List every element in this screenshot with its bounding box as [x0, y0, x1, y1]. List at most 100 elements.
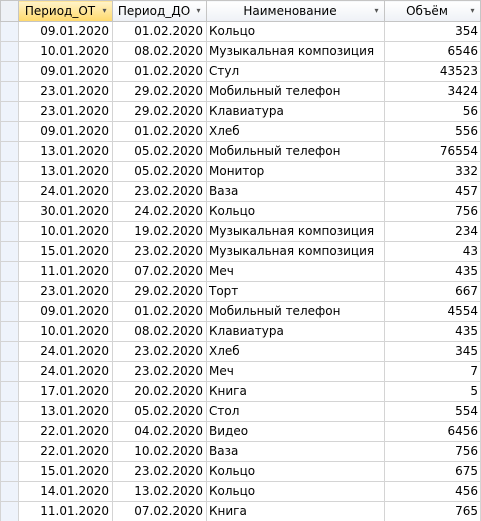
cell-period-to[interactable]: 29.02.2020 — [112, 281, 207, 302]
select-all-corner[interactable] — [0, 0, 19, 22]
cell-period-to[interactable]: 07.02.2020 — [112, 501, 207, 521]
cell-volume[interactable]: 667 — [384, 281, 481, 302]
cell-volume[interactable]: 7 — [384, 361, 481, 382]
table-row[interactable]: 22.01.2020 10.02.2020 Ваза 756 — [0, 441, 481, 462]
cell-volume[interactable]: 234 — [384, 221, 481, 242]
row-selector[interactable] — [0, 81, 19, 102]
table-row[interactable]: 15.01.2020 23.02.2020 Кольцо 675 — [0, 461, 481, 482]
row-selector[interactable] — [0, 361, 19, 382]
table-row[interactable]: 23.01.2020 29.02.2020 Клавиатура 56 — [0, 101, 481, 122]
table-row[interactable]: 09.01.2020 01.02.2020 Хлеб 556 — [0, 121, 481, 142]
cell-name[interactable]: Музыкальная композиция — [206, 221, 385, 242]
row-selector[interactable] — [0, 401, 19, 422]
table-row[interactable]: 23.01.2020 29.02.2020 Мобильный телефон 342… — [0, 81, 481, 102]
cell-period-to[interactable]: 05.02.2020 — [112, 401, 207, 422]
table-row[interactable]: 13.01.2020 05.02.2020 Стол 554 — [0, 401, 481, 422]
cell-period-to[interactable]: 29.02.2020 — [112, 101, 207, 122]
cell-period-from[interactable]: 23.01.2020 — [18, 281, 113, 302]
cell-volume[interactable]: 435 — [384, 321, 481, 342]
cell-name[interactable]: Книга — [206, 501, 385, 521]
cell-period-to[interactable]: 01.02.2020 — [112, 301, 207, 322]
cell-name[interactable]: Кольцо — [206, 481, 385, 502]
table-row[interactable]: 13.01.2020 05.02.2020 Мобильный телефон 765… — [0, 141, 481, 162]
cell-volume[interactable]: 675 — [384, 461, 481, 482]
row-selector[interactable] — [0, 461, 19, 482]
cell-volume[interactable]: 554 — [384, 401, 481, 422]
row-selector[interactable] — [0, 301, 19, 322]
cell-period-from[interactable]: 15.01.2020 — [18, 461, 113, 482]
cell-volume[interactable]: 345 — [384, 341, 481, 362]
cell-name[interactable]: Мобильный телефон — [206, 301, 385, 322]
cell-volume[interactable]: 756 — [384, 201, 481, 222]
table-row[interactable]: 24.01.2020 23.02.2020 Хлеб 345 — [0, 341, 481, 362]
cell-period-to[interactable]: 08.02.2020 — [112, 41, 207, 62]
cell-volume[interactable]: 3424 — [384, 81, 481, 102]
column-header-volume[interactable]: Объём ▾ — [384, 0, 481, 22]
table-row[interactable]: 09.01.2020 01.02.2020 Кольцо 354 — [0, 21, 481, 42]
cell-period-to[interactable]: 13.02.2020 — [112, 481, 207, 502]
cell-period-from[interactable]: 14.01.2020 — [18, 481, 113, 502]
row-selector[interactable] — [0, 221, 19, 242]
row-selector[interactable] — [0, 41, 19, 62]
cell-name[interactable]: Стул — [206, 61, 385, 82]
row-selector[interactable] — [0, 501, 19, 521]
row-selector[interactable] — [0, 101, 19, 122]
cell-period-to[interactable]: 05.02.2020 — [112, 141, 207, 162]
table-row[interactable]: 24.01.2020 23.02.2020 Меч 7 — [0, 361, 481, 382]
cell-volume[interactable]: 56 — [384, 101, 481, 122]
cell-name[interactable]: Ваза — [206, 441, 385, 462]
cell-name[interactable]: Ваза — [206, 181, 385, 202]
cell-name[interactable]: Мобильный телефон — [206, 81, 385, 102]
table-row[interactable]: 11.01.2020 07.02.2020 Книга 765 — [0, 501, 481, 521]
cell-period-to[interactable]: 10.02.2020 — [112, 441, 207, 462]
table-row[interactable]: 17.01.2020 20.02.2020 Книга 5 — [0, 381, 481, 402]
cell-period-to[interactable]: 04.02.2020 — [112, 421, 207, 442]
cell-name[interactable]: Клавиатура — [206, 321, 385, 342]
cell-period-from[interactable]: 10.01.2020 — [18, 41, 113, 62]
cell-period-to[interactable]: 19.02.2020 — [112, 221, 207, 242]
cell-period-from[interactable]: 30.01.2020 — [18, 201, 113, 222]
cell-volume[interactable]: 5 — [384, 381, 481, 402]
cell-period-to[interactable]: 08.02.2020 — [112, 321, 207, 342]
filter-dropdown-icon[interactable]: ▾ — [374, 6, 379, 15]
table-row[interactable]: 15.01.2020 23.02.2020 Музыкальная композиц… — [0, 241, 481, 262]
cell-period-to[interactable]: 23.02.2020 — [112, 181, 207, 202]
cell-name[interactable]: Книга — [206, 381, 385, 402]
cell-period-from[interactable]: 10.01.2020 — [18, 221, 113, 242]
column-header-period-to[interactable]: Период_ДО ▾ — [112, 0, 207, 22]
cell-period-from[interactable]: 24.01.2020 — [18, 181, 113, 202]
filter-dropdown-icon[interactable]: ▾ — [196, 6, 201, 15]
cell-name[interactable]: Меч — [206, 261, 385, 282]
table-row[interactable]: 10.01.2020 19.02.2020 Музыкальная композиц… — [0, 221, 481, 242]
cell-period-to[interactable]: 23.02.2020 — [112, 361, 207, 382]
cell-period-from[interactable]: 13.01.2020 — [18, 141, 113, 162]
cell-name[interactable]: Клавиатура — [206, 101, 385, 122]
cell-name[interactable]: Торт — [206, 281, 385, 302]
table-row[interactable]: 13.01.2020 05.02.2020 Монитор 332 — [0, 161, 481, 182]
row-selector[interactable] — [0, 141, 19, 162]
cell-period-from[interactable]: 09.01.2020 — [18, 21, 113, 42]
row-selector[interactable] — [0, 61, 19, 82]
cell-period-from[interactable]: 23.01.2020 — [18, 101, 113, 122]
cell-name[interactable]: Меч — [206, 361, 385, 382]
cell-period-from[interactable]: 15.01.2020 — [18, 241, 113, 262]
cell-volume[interactable]: 756 — [384, 441, 481, 462]
row-selector[interactable] — [0, 441, 19, 462]
row-selector[interactable] — [0, 341, 19, 362]
row-selector[interactable] — [0, 321, 19, 342]
cell-period-to[interactable]: 23.02.2020 — [112, 461, 207, 482]
row-selector[interactable] — [0, 181, 19, 202]
table-row[interactable]: 23.01.2020 29.02.2020 Торт 667 — [0, 281, 481, 302]
cell-period-to[interactable]: 24.02.2020 — [112, 201, 207, 222]
cell-period-to[interactable]: 01.02.2020 — [112, 121, 207, 142]
cell-volume[interactable]: 556 — [384, 121, 481, 142]
cell-period-to[interactable]: 07.02.2020 — [112, 261, 207, 282]
cell-name[interactable]: Музыкальная композиция — [206, 241, 385, 262]
sort-asc-dropdown-icon[interactable]: ▾ — [102, 6, 107, 15]
row-selector[interactable] — [0, 241, 19, 262]
cell-period-to[interactable]: 01.02.2020 — [112, 21, 207, 42]
cell-period-to[interactable]: 05.02.2020 — [112, 161, 207, 182]
row-selector[interactable] — [0, 21, 19, 42]
cell-name[interactable]: Хлеб — [206, 341, 385, 362]
cell-period-from[interactable]: 09.01.2020 — [18, 301, 113, 322]
